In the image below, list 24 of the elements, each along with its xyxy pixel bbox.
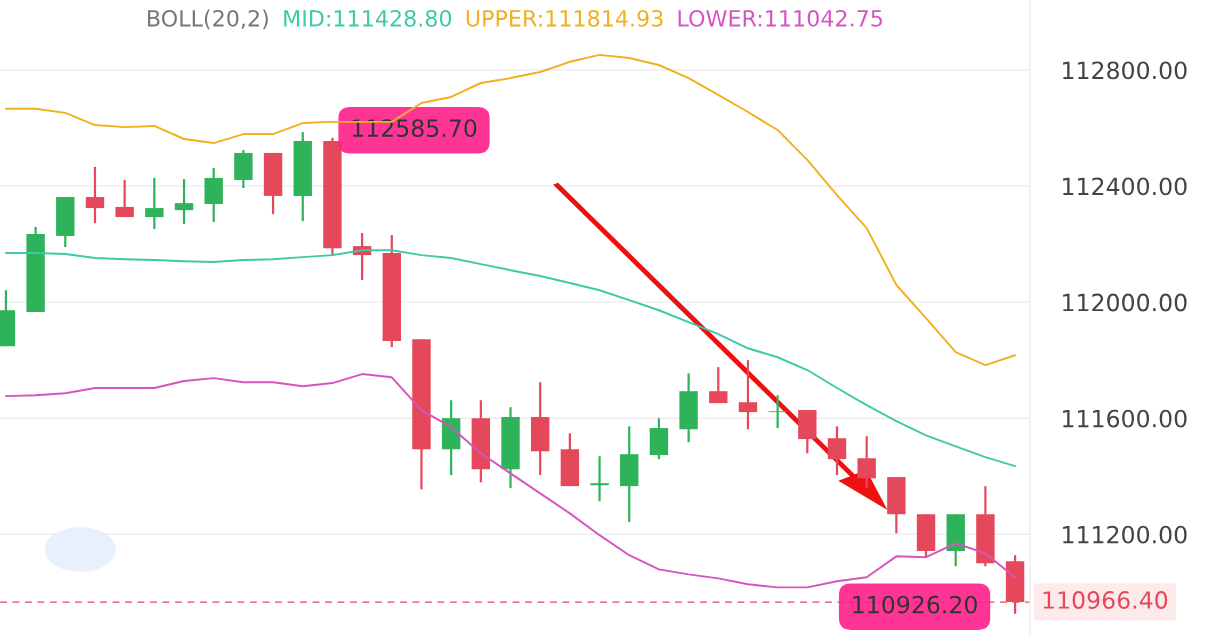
series-label: UPPER:111814.93	[466, 9, 663, 27]
y-tick-label: 112000.00	[1063, 293, 1187, 312]
candlestick	[827, 425, 847, 477]
text: MID:111428.80	[284, 9, 452, 27]
y-tick-label: 112400.00	[1063, 177, 1187, 196]
y-tick-label: 111600.00	[1063, 409, 1187, 428]
ref-line-label: 110966.40	[1043, 591, 1168, 609]
legend-title: BOLL(20,2)	[148, 9, 268, 30]
candlestick	[738, 359, 758, 431]
candlestick	[85, 165, 105, 225]
line-series	[4, 53, 1017, 367]
y-tick-label: 111200.00	[1063, 525, 1187, 544]
candlestick	[590, 455, 609, 503]
candlestick	[857, 435, 876, 490]
text: LOWER:111042.75	[678, 9, 882, 27]
candlestick	[145, 176, 164, 231]
candlestick	[174, 177, 194, 226]
y-tick-label: 112800.00	[1063, 61, 1187, 80]
annotation: 110926.20	[853, 595, 977, 614]
candlestick	[709, 366, 728, 405]
candlestick	[768, 394, 787, 430]
line-series	[4, 373, 1017, 589]
candlestick	[115, 178, 134, 219]
annotation: 112585.70	[352, 119, 477, 138]
